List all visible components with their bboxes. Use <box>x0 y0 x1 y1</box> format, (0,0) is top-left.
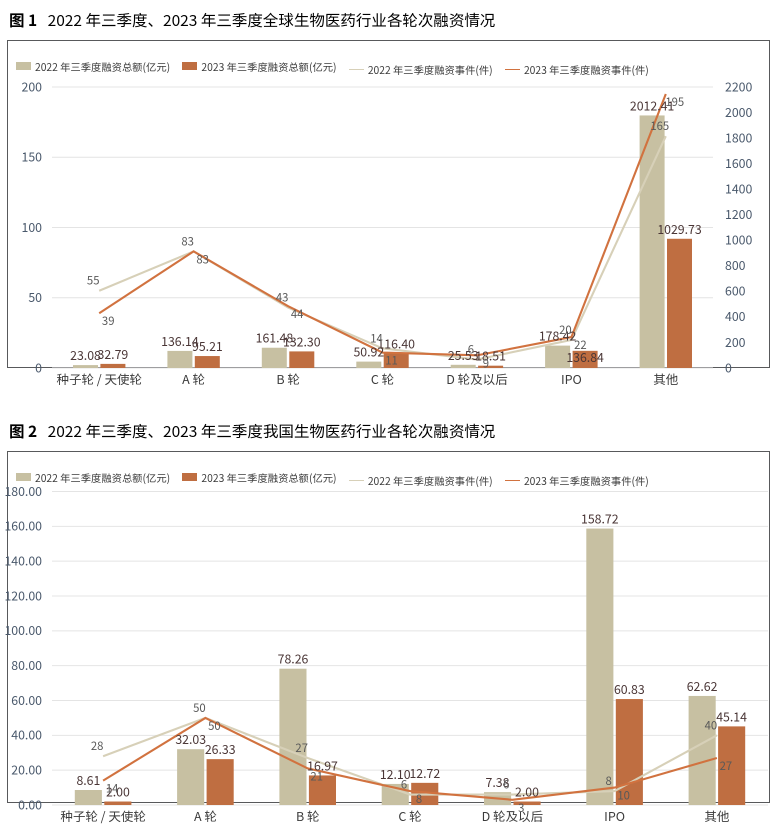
svg-text:27: 27 <box>720 758 733 774</box>
svg-text:种子轮 / 天使轮: 种子轮 / 天使轮 <box>56 369 142 388</box>
svg-text:2.00: 2.00 <box>515 783 539 801</box>
svg-text:B 轮: B 轮 <box>296 806 320 825</box>
svg-text:2200: 2200 <box>725 77 752 95</box>
svg-text:60.83: 60.83 <box>614 680 645 698</box>
svg-text:78.26: 78.26 <box>278 650 309 668</box>
svg-text:28: 28 <box>91 738 104 754</box>
svg-text:20.00: 20.00 <box>11 760 42 778</box>
svg-text:100.00: 100.00 <box>4 621 42 639</box>
svg-text:9: 9 <box>483 355 489 371</box>
svg-text:种子轮 / 天使轮: 种子轮 / 天使轮 <box>60 806 146 825</box>
svg-text:1200: 1200 <box>725 205 752 223</box>
svg-text:40: 40 <box>705 717 718 733</box>
svg-text:2000: 2000 <box>725 103 752 121</box>
svg-text:6: 6 <box>401 777 407 793</box>
svg-text:8: 8 <box>416 791 422 807</box>
svg-text:20: 20 <box>559 322 572 338</box>
svg-text:1400: 1400 <box>725 179 752 197</box>
svg-text:0.00: 0.00 <box>18 795 42 813</box>
svg-text:25.53: 25.53 <box>448 346 479 364</box>
svg-text:43: 43 <box>276 290 289 306</box>
svg-text:C 轮: C 轮 <box>371 369 395 388</box>
svg-text:IPO: IPO <box>561 369 582 388</box>
svg-text:IPO: IPO <box>604 806 625 825</box>
svg-text:200: 200 <box>22 77 43 95</box>
svg-text:165: 165 <box>650 118 669 134</box>
svg-text:39: 39 <box>102 313 115 329</box>
svg-text:95.21: 95.21 <box>192 337 223 355</box>
svg-text:1600: 1600 <box>725 154 752 172</box>
svg-text:10: 10 <box>617 788 630 804</box>
svg-text:21: 21 <box>310 768 323 784</box>
svg-text:其他: 其他 <box>704 806 729 825</box>
svg-text:158.72: 158.72 <box>581 510 619 528</box>
svg-text:0: 0 <box>35 358 42 376</box>
svg-text:11: 11 <box>385 353 398 369</box>
svg-text:40.00: 40.00 <box>11 726 42 744</box>
svg-text:C 轮: C 轮 <box>398 806 422 825</box>
svg-text:195: 195 <box>665 94 684 110</box>
svg-text:其他: 其他 <box>653 369 678 388</box>
svg-text:B 轮: B 轮 <box>276 369 300 388</box>
svg-text:18.51: 18.51 <box>475 347 506 365</box>
svg-text:8.61: 8.61 <box>76 771 100 789</box>
svg-text:150: 150 <box>22 148 43 166</box>
svg-text:1000: 1000 <box>725 231 752 249</box>
svg-text:120.00: 120.00 <box>4 586 42 604</box>
svg-text:132.30: 132.30 <box>283 332 321 350</box>
svg-text:3: 3 <box>518 800 524 816</box>
svg-text:83: 83 <box>196 251 209 267</box>
svg-text:32.03: 32.03 <box>175 730 206 748</box>
svg-text:23.08: 23.08 <box>70 346 101 364</box>
svg-text:32.79: 32.79 <box>98 345 129 363</box>
svg-text:26.33: 26.33 <box>205 740 236 758</box>
svg-text:800: 800 <box>725 256 746 274</box>
svg-text:55: 55 <box>87 273 100 289</box>
svg-text:100: 100 <box>22 218 43 236</box>
svg-text:8: 8 <box>605 773 611 789</box>
svg-text:44: 44 <box>291 306 304 322</box>
svg-text:1800: 1800 <box>725 128 752 146</box>
svg-text:22: 22 <box>574 337 587 353</box>
svg-text:14: 14 <box>106 781 119 797</box>
svg-text:50: 50 <box>193 700 206 716</box>
svg-text:80.00: 80.00 <box>11 656 42 674</box>
svg-text:140.00: 140.00 <box>4 551 42 569</box>
svg-text:62.62: 62.62 <box>687 677 718 695</box>
svg-text:6: 6 <box>468 342 474 358</box>
svg-text:180.00: 180.00 <box>4 482 42 500</box>
svg-text:6: 6 <box>503 777 509 793</box>
svg-text:50: 50 <box>28 288 42 306</box>
svg-text:0: 0 <box>725 358 732 376</box>
svg-text:600: 600 <box>725 282 746 300</box>
svg-text:A 轮: A 轮 <box>194 806 217 825</box>
svg-text:1029.73: 1029.73 <box>657 220 702 238</box>
svg-text:45.14: 45.14 <box>716 707 747 725</box>
svg-text:12.72: 12.72 <box>409 764 440 782</box>
svg-text:83: 83 <box>181 233 194 249</box>
svg-text:60.00: 60.00 <box>11 691 42 709</box>
svg-text:A 轮: A 轮 <box>182 369 205 388</box>
svg-text:D 轮及以后: D 轮及以后 <box>482 806 543 825</box>
svg-text:160.00: 160.00 <box>4 517 42 535</box>
svg-text:200: 200 <box>725 333 746 351</box>
svg-text:14: 14 <box>370 330 383 346</box>
svg-text:27: 27 <box>295 740 308 756</box>
svg-text:116.40: 116.40 <box>377 334 415 352</box>
svg-text:50: 50 <box>208 718 221 734</box>
svg-text:400: 400 <box>725 307 746 325</box>
svg-text:D 轮及以后: D 轮及以后 <box>446 369 507 388</box>
